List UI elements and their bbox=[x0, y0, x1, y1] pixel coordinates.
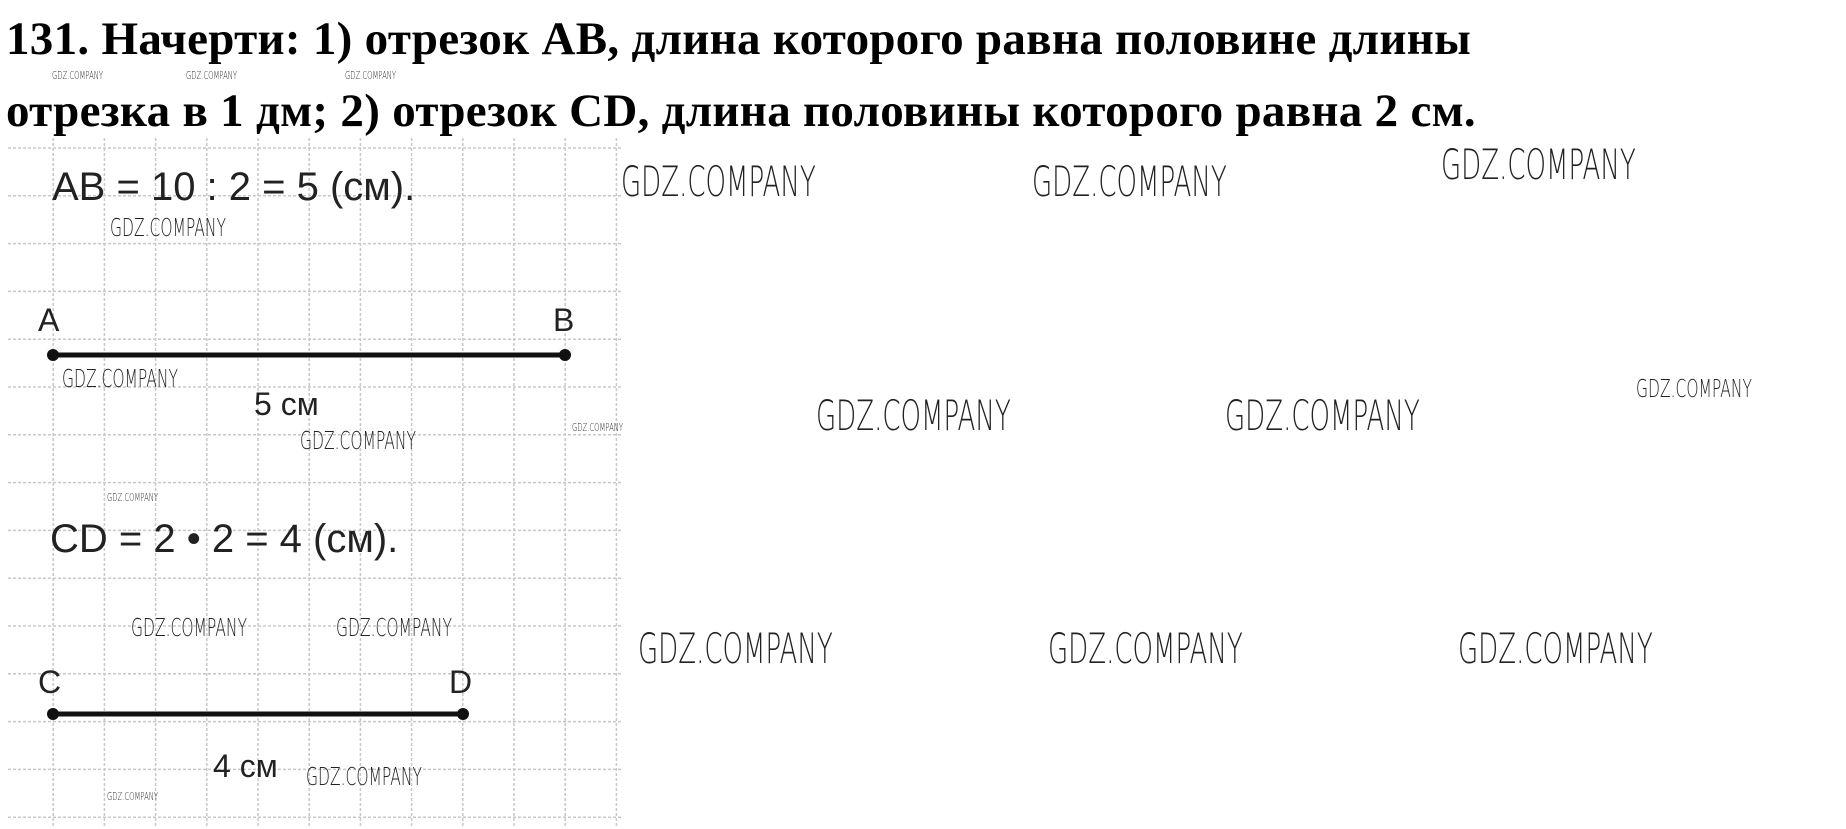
watermark: GDZ.COMPANY bbox=[621, 157, 816, 206]
watermark: GDZ.COMPANY bbox=[186, 69, 238, 82]
watermark: GDZ.COMPANY bbox=[1458, 624, 1653, 673]
watermark: GDZ.COMPANY bbox=[300, 426, 416, 455]
segment-cd bbox=[47, 708, 469, 720]
point-a-label: A bbox=[38, 302, 60, 338]
watermark: GDZ.COMPANY bbox=[1048, 624, 1243, 673]
watermark: GDZ.COMPANY bbox=[638, 624, 833, 673]
task-title-line-2: отрезка в 1 дм; 2) отрезок CD, длина пол… bbox=[6, 85, 1476, 137]
watermark: GDZ.COMPANY bbox=[110, 213, 226, 242]
graph-paper bbox=[8, 138, 622, 828]
watermark: GDZ.COMPANY bbox=[107, 790, 159, 803]
cd-length-label: 4 см bbox=[213, 748, 278, 784]
watermark: GDZ.COMPANY bbox=[62, 364, 178, 393]
watermark: GDZ.COMPANY bbox=[306, 762, 422, 791]
ab-equation: AB = 10 : 2 = 5 (см). bbox=[52, 165, 416, 209]
watermark: GDZ.COMPANY bbox=[1636, 374, 1752, 403]
watermark: GDZ.COMPANY bbox=[816, 391, 1011, 440]
point-d-label: D bbox=[449, 664, 473, 700]
watermark: GDZ.COMPANY bbox=[345, 69, 397, 82]
ab-length-label: 5 см bbox=[254, 386, 319, 422]
watermark: GDZ.COMPANY bbox=[572, 421, 624, 434]
watermark: GDZ.COMPANY bbox=[131, 613, 247, 642]
watermark: GDZ.COMPANY bbox=[107, 491, 159, 504]
segment-ab bbox=[47, 349, 571, 361]
task-title-line-1: 131. Начерти: 1) отрезок АВ, длина котор… bbox=[6, 13, 1472, 65]
point-c-label: C bbox=[38, 664, 62, 700]
watermark: GDZ.COMPANY bbox=[1032, 157, 1227, 206]
point-b-label: B bbox=[553, 302, 575, 338]
watermark: GDZ.COMPANY bbox=[52, 69, 104, 82]
watermark: GDZ.COMPANY bbox=[1225, 391, 1420, 440]
watermark: GDZ.COMPANY bbox=[1441, 140, 1636, 189]
watermark: GDZ.COMPANY bbox=[336, 613, 452, 642]
cd-equation: CD = 2 • 2 = 4 (см). bbox=[50, 517, 399, 561]
